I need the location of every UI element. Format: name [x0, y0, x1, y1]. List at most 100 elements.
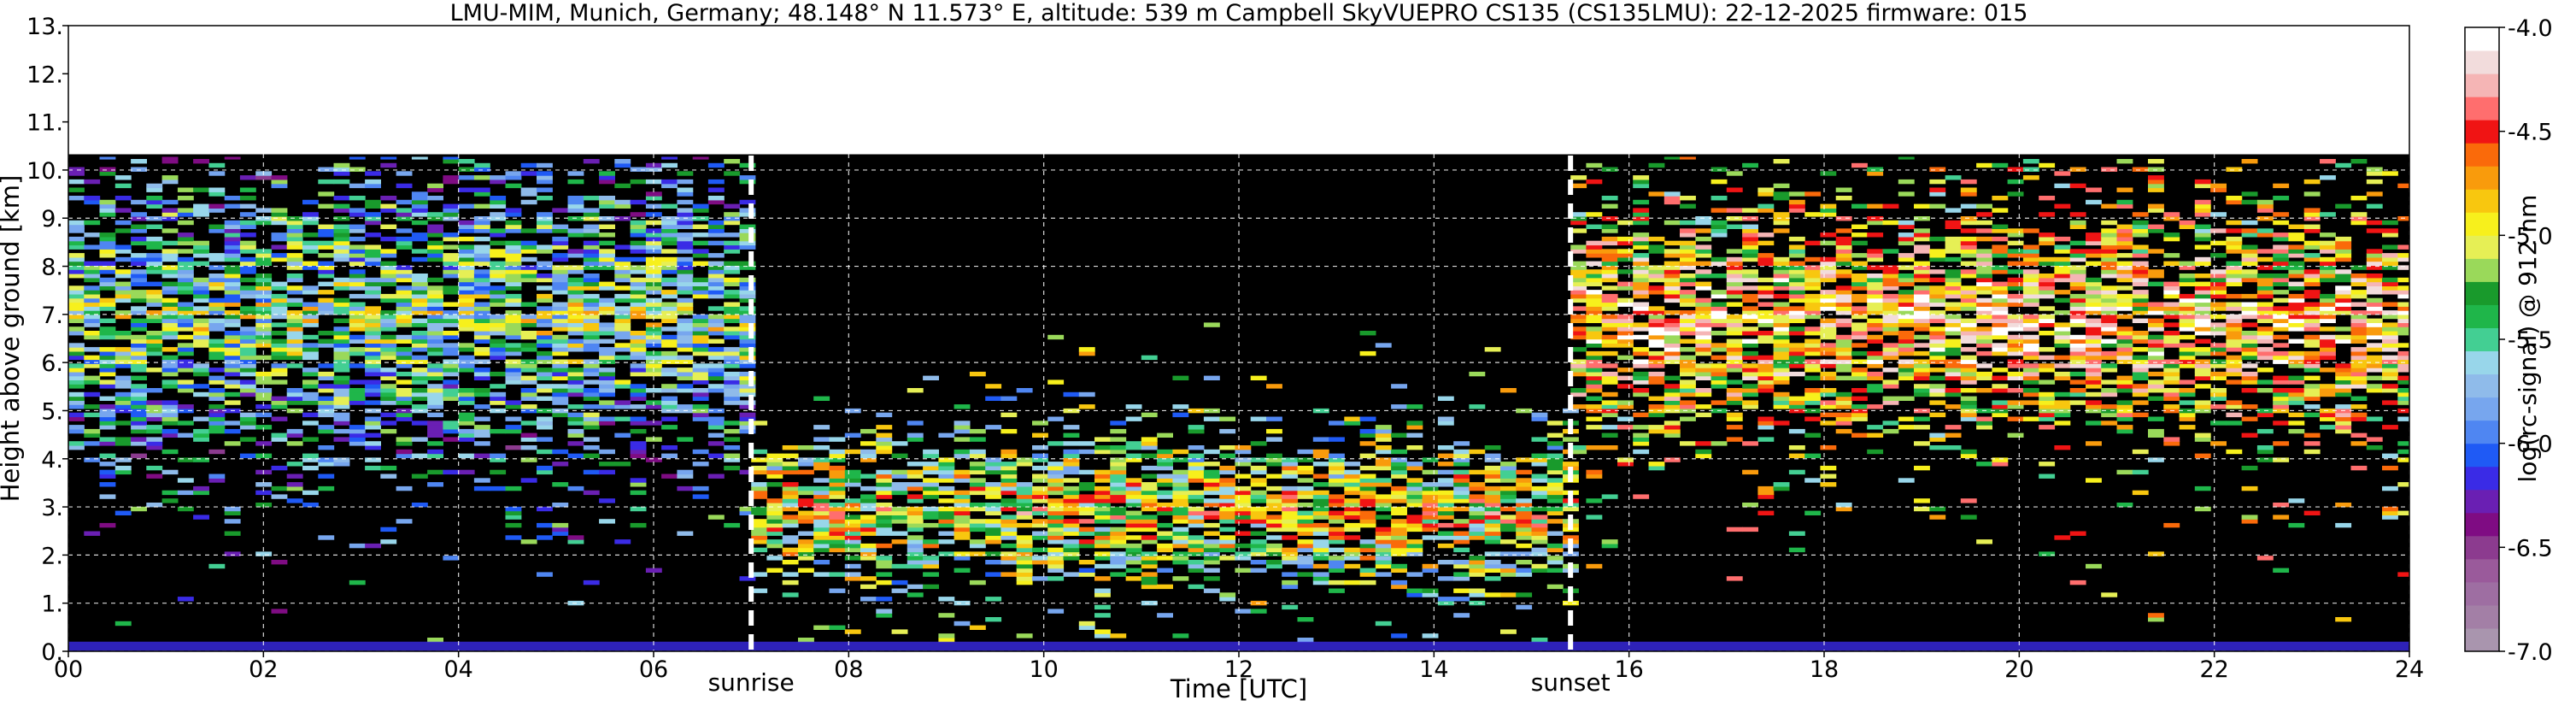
signal-cell — [1914, 302, 1930, 307]
signal-cell — [1078, 510, 1095, 515]
signal-cell — [1960, 416, 1977, 421]
signal-cell — [1680, 265, 1696, 270]
signal-cell — [829, 547, 846, 553]
signal-cell — [380, 391, 397, 397]
signal-cell — [505, 334, 522, 340]
signal-cell — [2194, 244, 2211, 250]
signal-cell — [1484, 445, 1501, 450]
signal-cell — [2163, 388, 2180, 393]
signal-cell — [458, 203, 475, 209]
signal-cell — [396, 265, 413, 270]
signal-cell — [567, 253, 584, 258]
signal-cell — [1032, 560, 1048, 565]
signal-cell — [208, 428, 226, 434]
signal-cell — [1063, 531, 1080, 536]
signal-cell — [677, 236, 694, 242]
signal-cell — [645, 191, 662, 197]
signal-cell — [1125, 441, 1142, 446]
signal-cell — [567, 269, 584, 274]
signal-cell — [2132, 375, 2149, 380]
signal-cell — [2007, 327, 2024, 332]
signal-cell — [567, 281, 584, 286]
signal-cell — [99, 347, 116, 352]
signal-cell — [1094, 437, 1111, 442]
signal-cell — [1032, 457, 1048, 462]
signal-cell — [1344, 498, 1361, 503]
signal-cell — [860, 506, 877, 512]
signal-cell — [907, 462, 924, 467]
signal-cell — [844, 498, 861, 503]
signal-cell — [1546, 531, 1564, 536]
signal-cell — [302, 290, 319, 295]
signal-cell — [411, 277, 428, 283]
signal-cell — [1063, 503, 1080, 508]
signal-cell — [1898, 322, 1915, 327]
signal-cell — [239, 425, 256, 430]
signal-cell — [844, 527, 861, 532]
signal-cell — [427, 384, 443, 389]
signal-cell — [2069, 277, 2086, 283]
signal-cell — [2148, 318, 2164, 323]
signal-cell — [349, 281, 366, 286]
signal-cell — [443, 428, 460, 434]
signal-cell — [1453, 490, 1470, 496]
signal-cell — [1000, 474, 1018, 479]
signal-cell — [782, 506, 799, 512]
signal-cell — [907, 485, 924, 491]
signal-cell — [1929, 293, 1946, 299]
signal-cell — [2007, 191, 2024, 197]
signal-cell — [907, 539, 924, 544]
signal-cell — [1391, 535, 1407, 540]
signal-cell — [239, 421, 256, 426]
signal-cell — [1633, 232, 1650, 238]
signal-cell — [490, 293, 507, 299]
signal-cell — [1726, 338, 1743, 344]
signal-cell — [1312, 510, 1329, 515]
signal-cell — [1141, 494, 1158, 499]
signal-cell — [2086, 421, 2102, 426]
signal-cell — [537, 469, 553, 475]
signal-cell — [2086, 310, 2102, 315]
signal-cell — [954, 449, 971, 455]
signal-cell — [1757, 302, 1775, 307]
signal-cell — [1680, 363, 1696, 368]
signal-cell — [2194, 453, 2211, 458]
signal-cell — [84, 199, 101, 205]
signal-cell — [2132, 368, 2149, 373]
signal-cell — [505, 256, 522, 262]
signal-cell — [1867, 274, 1884, 279]
signal-cell — [2101, 388, 2118, 393]
signal-cell — [255, 396, 273, 401]
signal-cell — [177, 220, 194, 226]
signal-cell — [707, 421, 725, 426]
signal-cell — [1078, 621, 1095, 627]
signal-cell — [411, 391, 428, 397]
signal-cell — [131, 343, 147, 348]
signal-cell — [224, 203, 241, 209]
signal-cell — [208, 297, 226, 303]
signal-cell — [473, 261, 490, 266]
signal-cell — [739, 322, 756, 327]
signal-cell — [1047, 563, 1065, 569]
signal-cell — [1531, 547, 1548, 553]
signal-cell — [1992, 281, 2009, 286]
signal-cell — [1726, 331, 1743, 336]
signal-cell — [84, 285, 101, 291]
signal-cell — [146, 334, 163, 340]
signal-cell — [630, 285, 647, 291]
signal-cell — [907, 506, 924, 512]
signal-cell — [969, 625, 986, 630]
signal-cell — [739, 236, 756, 242]
signal-cell — [239, 347, 256, 352]
signal-cell — [583, 302, 600, 307]
signal-cell — [891, 469, 908, 475]
signal-cell — [677, 224, 694, 229]
signal-cell — [224, 269, 241, 274]
signal-cell — [1500, 498, 1517, 503]
signal-cell — [707, 453, 725, 458]
signal-cell — [380, 539, 397, 544]
signal-cell — [193, 457, 209, 462]
signal-cell — [583, 368, 600, 373]
signal-cell — [1960, 253, 1977, 258]
signal-cell — [443, 285, 460, 291]
